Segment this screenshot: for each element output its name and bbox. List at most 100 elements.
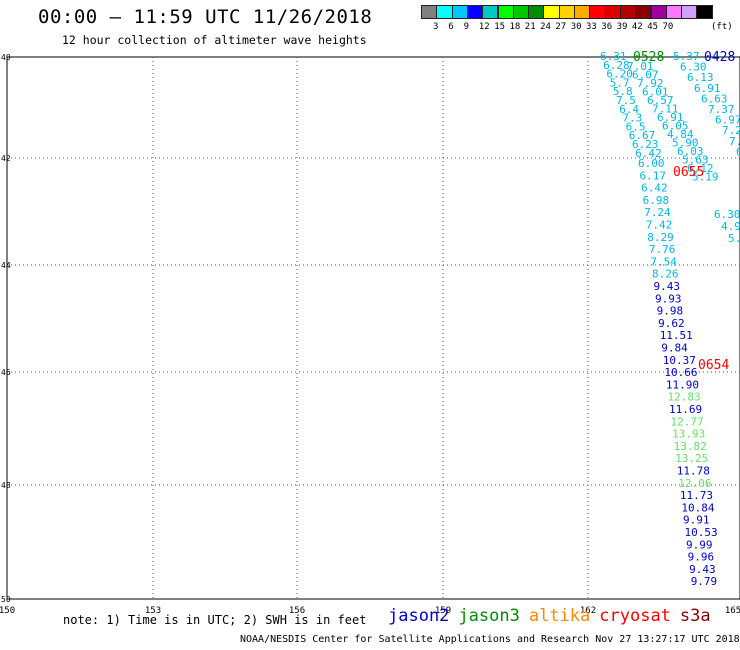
- legend-label: 45: [647, 22, 659, 32]
- lat-tick-label: 44: [1, 261, 11, 270]
- wave-height-value: 6.31: [600, 50, 627, 63]
- legend-label: 3: [433, 22, 439, 32]
- lon-tick-label: 162: [580, 606, 596, 616]
- altimeter-tracks: 6.316.286.205.75.87.56.47.36.56.676.236.…: [600, 50, 740, 588]
- chart-subtitle: 12 hour collection of altimeter wave hei…: [62, 33, 367, 47]
- wave-height-value: 9.98: [657, 305, 684, 318]
- wave-height-value: 6.13: [687, 71, 714, 84]
- wave-height-value: 6.42: [635, 147, 662, 160]
- wave-height-value: 7.2: [729, 135, 740, 148]
- wave-height-value: 6.97: [715, 114, 740, 127]
- wave-height-value: 6.07: [632, 69, 659, 82]
- satellite-legend: jason2 jason3 altika cryosat s3a: [388, 606, 720, 626]
- legend-label: 9: [463, 22, 470, 32]
- wave-height-value: 6.91: [694, 82, 721, 95]
- legend-label: 24: [540, 22, 551, 32]
- wave-height-value: 7.24: [644, 206, 671, 219]
- wave-height-value: 6.42: [641, 182, 668, 195]
- wave-height-value: 8.29: [647, 231, 674, 244]
- pass-time-label: 0528: [633, 50, 664, 65]
- wave-height-value: 9.79: [691, 575, 718, 588]
- pass-time-label: 0655: [673, 165, 704, 180]
- wave-height-value: 6.17: [640, 169, 667, 182]
- wave-height-value: 10.37: [663, 354, 696, 367]
- wave-height-value: 6.30: [714, 208, 740, 221]
- legend-label: 27: [555, 22, 567, 32]
- wave-height-value: 6.30: [680, 61, 707, 74]
- lat-tick-label: 46: [1, 368, 11, 377]
- legend-label: 21: [524, 22, 536, 32]
- wave-height-value: 6.28: [603, 59, 630, 72]
- wave-height-value: 7.26: [722, 124, 740, 137]
- wave-height-value: 10.53: [685, 526, 718, 539]
- satellite-s3a: s3a: [679, 606, 711, 626]
- lat-tick-label: 50: [1, 595, 11, 604]
- wave-height-value: 7.5: [616, 94, 636, 107]
- pass-time-label: 0428: [704, 50, 735, 65]
- wave-height-value: 5.63: [682, 154, 709, 167]
- wave-height-value: 9.84: [661, 342, 688, 355]
- wave-height-value: 7.54: [650, 255, 677, 268]
- wave-height-value: 9.91: [683, 514, 710, 527]
- chart-title: 00:00 – 11:59 UTC 11/26/2018: [38, 6, 373, 28]
- wave-height-value: 9.96: [688, 551, 715, 564]
- wave-height-value: 5.19: [692, 171, 719, 184]
- wave-height-value: 7.11: [652, 103, 679, 116]
- wave-height-value: 5.90: [672, 137, 699, 150]
- legend-label: 15: [494, 22, 506, 32]
- legend-label: 36: [601, 22, 613, 32]
- wave-height-value: 7.42: [646, 219, 673, 232]
- satellite-cryosat: cryosat: [599, 606, 671, 626]
- map-frame: [6, 56, 740, 600]
- wave-height-value: 6.98: [643, 194, 670, 207]
- wave-height-value: 13.93: [672, 428, 705, 441]
- wave-height-value: 12.83: [668, 391, 701, 404]
- units-note: note: 1) Time is in UTC; 2) SWH is in fe…: [63, 613, 367, 627]
- lon-tick-label: 165: [725, 606, 740, 616]
- legend-label: 42: [631, 22, 643, 32]
- wave-height-value: 10.84: [681, 501, 714, 514]
- legend-label: 30: [570, 22, 582, 32]
- wave-height-value: 9.93: [655, 292, 682, 305]
- wave-height-value: 6.23: [632, 138, 659, 151]
- lat-tick-label: 42: [1, 154, 11, 163]
- wave-height-value: 6.: [736, 145, 740, 158]
- wave-height-value: 5.8: [613, 85, 633, 98]
- wave-height-value: 11.90: [666, 378, 699, 391]
- wave-height-value: 7.76: [649, 243, 676, 256]
- wave-height-value: 4.9: [721, 220, 740, 233]
- wave-height-value: 13.82: [674, 440, 707, 453]
- wave-height-value: 6.01: [642, 86, 669, 99]
- wave-height-value: 10.66: [664, 366, 697, 379]
- wave-height-value: 8.26: [652, 268, 679, 281]
- satellite-jason3: jason3: [458, 606, 520, 626]
- legend-label: 33: [586, 22, 597, 32]
- wave-height-value: 6.91: [657, 111, 684, 124]
- wave-height-value: 7.01: [627, 60, 654, 73]
- wave-height-value: 6.03: [677, 145, 704, 158]
- footer-credit: NOAA/NESDIS Center for Satellite Applica…: [240, 634, 740, 645]
- wave-height-value: 5.37: [673, 50, 700, 63]
- wave-height-value: 6.12: [687, 162, 714, 175]
- wave-height-value: 7.37: [708, 103, 735, 116]
- wave-height-value: 9.62: [658, 317, 685, 330]
- wave-height-value: 11.73: [680, 489, 713, 502]
- wave-height-value: 4.84: [667, 128, 694, 141]
- wave-height-value: 12.77: [671, 415, 704, 428]
- legend-label: 70: [662, 22, 674, 32]
- wave-height-value: 7.92: [637, 77, 664, 90]
- lat-tick-label: 48: [1, 481, 11, 490]
- lon-tick-label: 150: [0, 606, 15, 616]
- legend-swatch: [696, 5, 713, 19]
- wave-height-value: 7.3: [622, 112, 642, 125]
- lat-tick-label: 40: [1, 53, 11, 62]
- wave-height-value: 9.43: [689, 563, 716, 576]
- legend-unit: (ft): [711, 22, 733, 32]
- wave-height-value: 5.7: [610, 76, 630, 89]
- wave-height-value: 11.78: [677, 465, 710, 478]
- wave-height-value: 6.5: [626, 120, 646, 133]
- wave-height-value: 9.99: [686, 538, 713, 551]
- legend-label: 18: [509, 22, 521, 32]
- wave-height-value: 5.: [728, 232, 740, 245]
